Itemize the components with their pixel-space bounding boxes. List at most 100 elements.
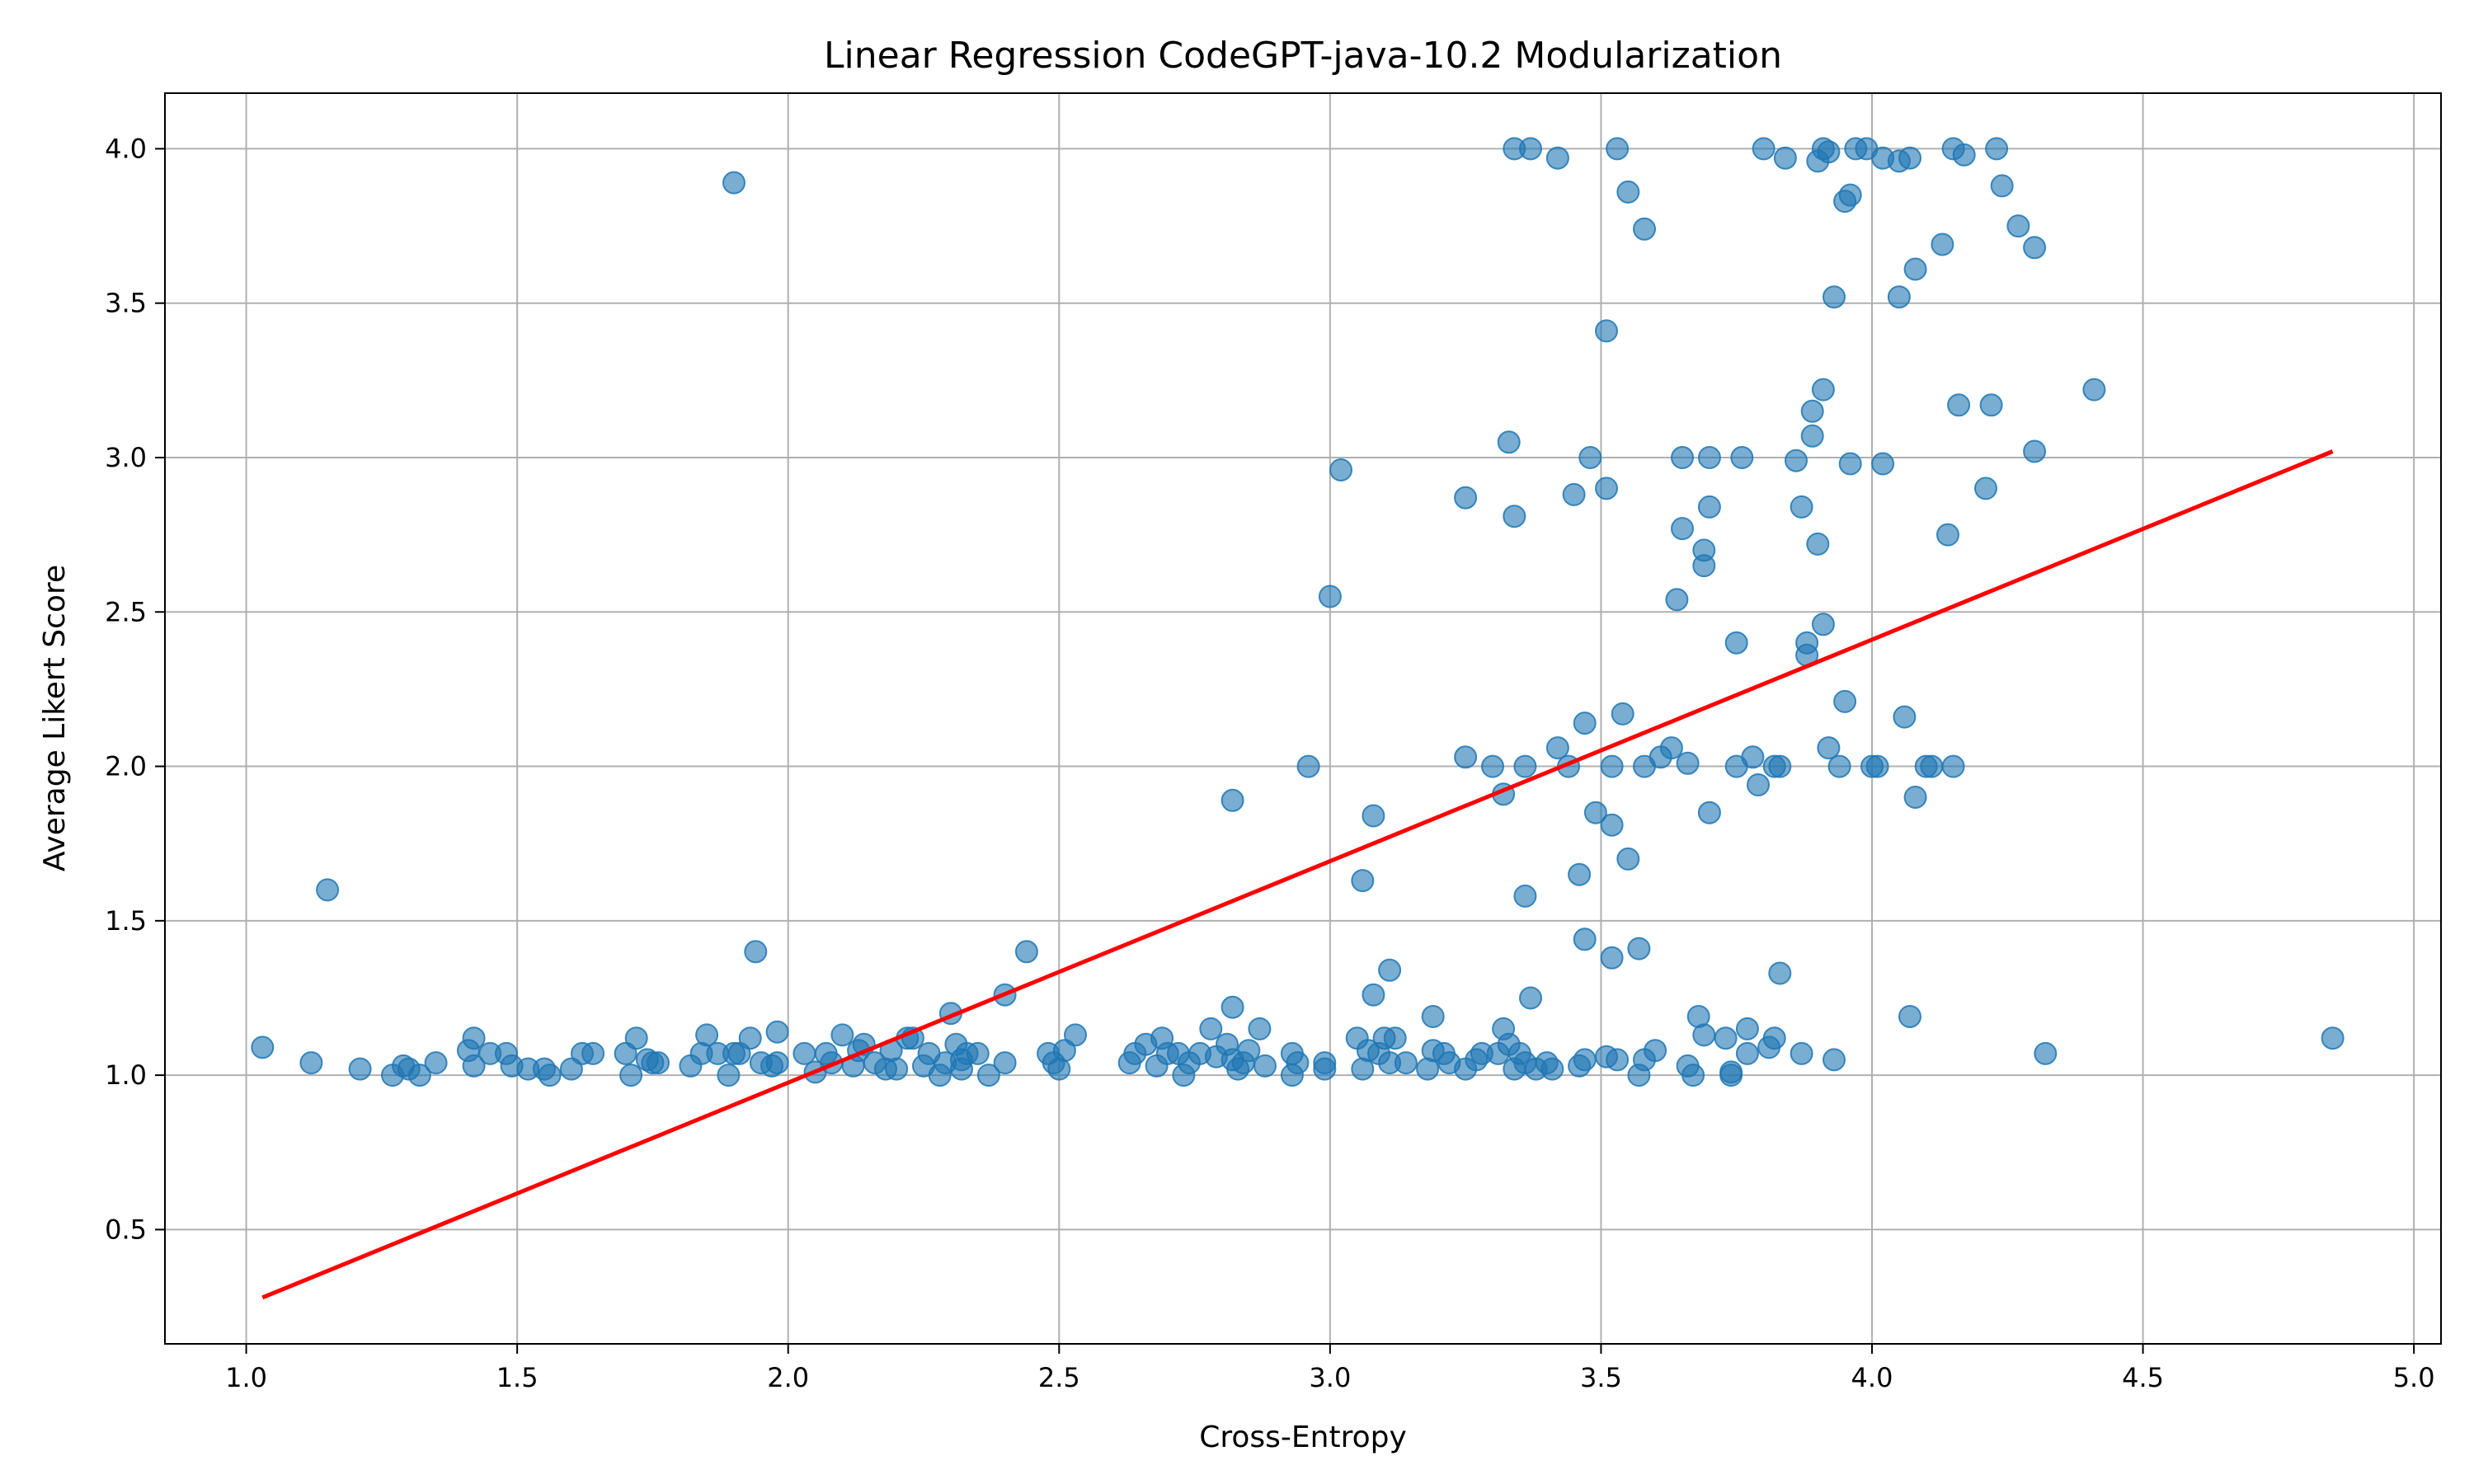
- data-point: [1887, 285, 1911, 309]
- data-point: [1697, 446, 1721, 469]
- plot-frame: [164, 92, 2442, 1345]
- data-point: [1199, 1017, 1223, 1040]
- data-point: [1790, 495, 1813, 519]
- data-point: [1296, 754, 1320, 778]
- data-point: [1979, 393, 2003, 417]
- data-point: [885, 1057, 909, 1081]
- data-point: [1752, 137, 1776, 161]
- data-point: [1947, 393, 1971, 417]
- data-point: [1248, 1017, 1272, 1040]
- data-point: [1898, 1005, 1921, 1028]
- data-point: [738, 1026, 762, 1050]
- data-point: [1237, 1039, 1261, 1063]
- data-point: [1421, 1005, 1445, 1028]
- data-point: [1941, 754, 1965, 778]
- data-point: [1606, 137, 1630, 161]
- data-point: [1811, 613, 1835, 636]
- data-point: [2321, 1026, 2345, 1050]
- regression-line: [261, 449, 2334, 1300]
- data-point: [1762, 1026, 1786, 1050]
- data-point: [1362, 983, 1385, 1007]
- data-point: [1503, 505, 1526, 528]
- data-point: [1540, 1057, 1564, 1081]
- data-point: [1833, 689, 1857, 713]
- data-point: [1800, 424, 1824, 448]
- y-tick-label: 3.0: [105, 442, 147, 473]
- data-point: [1871, 452, 1895, 476]
- data-point: [966, 1041, 990, 1065]
- data-point: [1318, 585, 1342, 608]
- data-point: [424, 1051, 448, 1075]
- data-point: [1583, 801, 1607, 824]
- data-point: [1313, 1057, 1337, 1081]
- data-point: [1519, 986, 1542, 1010]
- data-point: [1697, 495, 1721, 519]
- data-point: [1692, 1023, 1716, 1047]
- data-point: [1562, 482, 1586, 506]
- y-tick-label: 0.5: [105, 1214, 147, 1245]
- data-point: [1741, 745, 1765, 769]
- x-tick-label: 2.0: [767, 1362, 809, 1393]
- data-point: [1573, 711, 1597, 735]
- x-tick-label: 3.0: [1309, 1362, 1351, 1393]
- data-point: [251, 1036, 275, 1059]
- regression-line-group: [261, 449, 2334, 1300]
- data-point: [299, 1051, 323, 1075]
- y-axis-label: Average Likert Score: [38, 565, 72, 871]
- data-point: [1513, 884, 1537, 908]
- y-tick-label: 4.0: [105, 133, 147, 164]
- data-point: [1497, 430, 1521, 454]
- data-point: [1221, 995, 1244, 1019]
- data-point: [647, 1051, 670, 1075]
- data-point: [1817, 736, 1841, 760]
- data-point: [1838, 452, 1862, 476]
- data-point: [1952, 143, 1976, 167]
- data-point: [1800, 399, 1824, 423]
- data-point: [1545, 736, 1569, 760]
- data-point: [1768, 754, 1792, 778]
- data-point: [348, 1057, 372, 1081]
- data-point: [581, 1041, 605, 1065]
- data-point: [1730, 446, 1754, 469]
- data-point: [1990, 174, 2014, 198]
- data-point: [765, 1051, 789, 1075]
- x-axis-ticks: 1.0 1.5 2.0 2.5 3.0 3.5 4.0 4.5 5.0: [225, 1344, 2435, 1393]
- data-point: [316, 878, 340, 902]
- y-tick-label: 3.5: [105, 288, 147, 319]
- data-point: [1644, 1039, 1667, 1063]
- data-point: [624, 1026, 648, 1050]
- x-axis-label: Cross-Entropy: [1199, 1421, 1407, 1454]
- data-point: [1827, 754, 1851, 778]
- data-point: [793, 1041, 816, 1065]
- data-point: [1785, 448, 1808, 472]
- data-point: [1985, 137, 2009, 161]
- data-point: [1724, 631, 1748, 655]
- data-point: [1221, 788, 1244, 812]
- data-point: [1362, 804, 1385, 828]
- data-point: [1578, 446, 1602, 469]
- y-tick-label: 1.0: [105, 1059, 147, 1091]
- data-point: [1903, 257, 1927, 281]
- data-point: [2006, 214, 2030, 238]
- data-point: [1519, 137, 1542, 161]
- data-point: [1697, 801, 1721, 824]
- data-point: [2023, 236, 2047, 260]
- data-point: [1659, 736, 1683, 760]
- data-point: [1811, 378, 1835, 402]
- chart-title: Linear Regression CodeGPT-java-10.2 Modu…: [824, 35, 1782, 77]
- x-tick-label: 1.5: [496, 1362, 539, 1393]
- data-point: [1747, 773, 1770, 796]
- data-point: [407, 1064, 431, 1087]
- data-point: [1931, 232, 1954, 256]
- data-point: [2034, 1041, 2058, 1065]
- data-point: [1974, 477, 1997, 500]
- data-point: [1383, 1026, 1407, 1050]
- data-point: [1600, 946, 1624, 970]
- data-point: [1454, 745, 1478, 769]
- data-point: [1329, 458, 1352, 481]
- data-point: [993, 1051, 1017, 1075]
- data-point: [1735, 1041, 1759, 1065]
- data-point: [1790, 1041, 1813, 1065]
- data-point: [1616, 180, 1640, 204]
- data-point: [722, 171, 745, 195]
